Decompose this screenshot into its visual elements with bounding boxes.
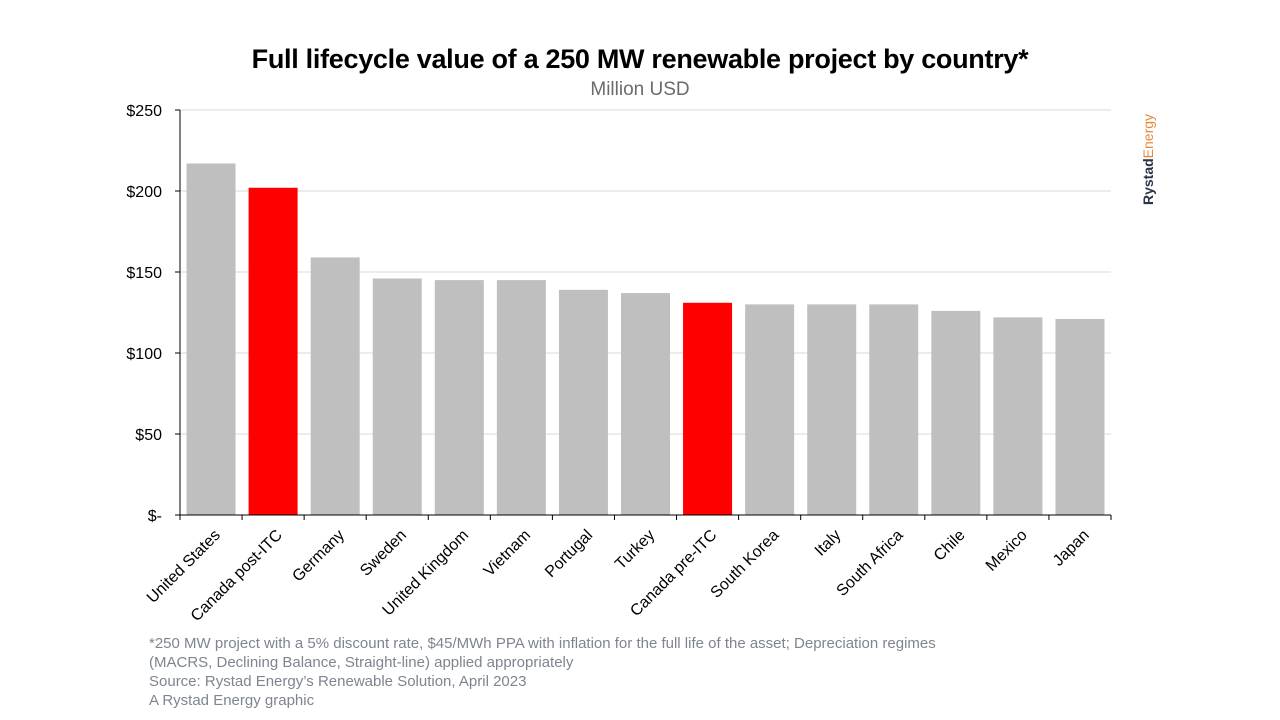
bar-vietnam — [496, 280, 546, 515]
y-tick-label: $200 — [126, 184, 162, 201]
bar-south-africa — [869, 304, 919, 515]
bar-mexico — [993, 317, 1043, 515]
bars — [186, 163, 1105, 515]
x-tick-label: Chile — [931, 527, 969, 565]
chart-title: Full lifecycle value of a 250 MW renewab… — [251, 44, 1029, 74]
y-tick-label: $100 — [126, 346, 162, 363]
y-tick-label: $- — [148, 508, 162, 525]
logo-part-energy: Energy — [1140, 113, 1156, 159]
source-line: Source: Rystad Energy’s Renewable Soluti… — [149, 673, 527, 690]
y-tick-label: $50 — [135, 427, 162, 444]
x-tick-label: Turkey — [612, 527, 658, 573]
bar-canada-pre-itc — [683, 302, 733, 515]
bar-chile — [931, 310, 981, 515]
bar-japan — [1055, 318, 1105, 515]
footnote-line: (MACRS, Declining Balance, Straight-line… — [149, 654, 574, 671]
x-tick-label: Germany — [289, 527, 348, 586]
y-tick-label: $250 — [126, 103, 162, 120]
bar-sweden — [372, 278, 422, 515]
credit-line: A Rystad Energy graphic — [149, 692, 315, 709]
bar-south-korea — [745, 304, 795, 515]
bar-germany — [310, 257, 360, 515]
x-tick-label: South Africa — [834, 527, 907, 600]
y-tick-label: $150 — [126, 265, 162, 282]
rystad-energy-logo: RystadEnergy — [1140, 114, 1164, 205]
bar-united-kingdom — [434, 280, 484, 515]
axes — [175, 109, 1112, 520]
logo-part-rystad: Rystad — [1140, 158, 1156, 205]
x-tick-label: Mexico — [983, 527, 1031, 575]
x-tick-label: Japan — [1050, 527, 1093, 570]
x-tick-label: Sweden — [357, 527, 410, 580]
bar-canada-post-itc — [248, 187, 298, 515]
x-tick-label: Vietnam — [481, 527, 534, 580]
bar-italy — [807, 304, 857, 515]
footnotes: *250 MW project with a 5% discount rate,… — [149, 634, 1149, 710]
x-tick-label: Italy — [812, 527, 845, 560]
bar-united-states — [186, 163, 236, 515]
x-tick-label: Portugal — [542, 527, 596, 581]
bar-turkey — [621, 293, 670, 515]
bar-portugal — [558, 289, 608, 515]
y-tick-labels: $- $50 $100 $150 $200 $250 — [126, 103, 162, 525]
footnote-line: *250 MW project with a 5% discount rate,… — [149, 635, 936, 652]
chart-subtitle: Million USD — [590, 79, 690, 100]
